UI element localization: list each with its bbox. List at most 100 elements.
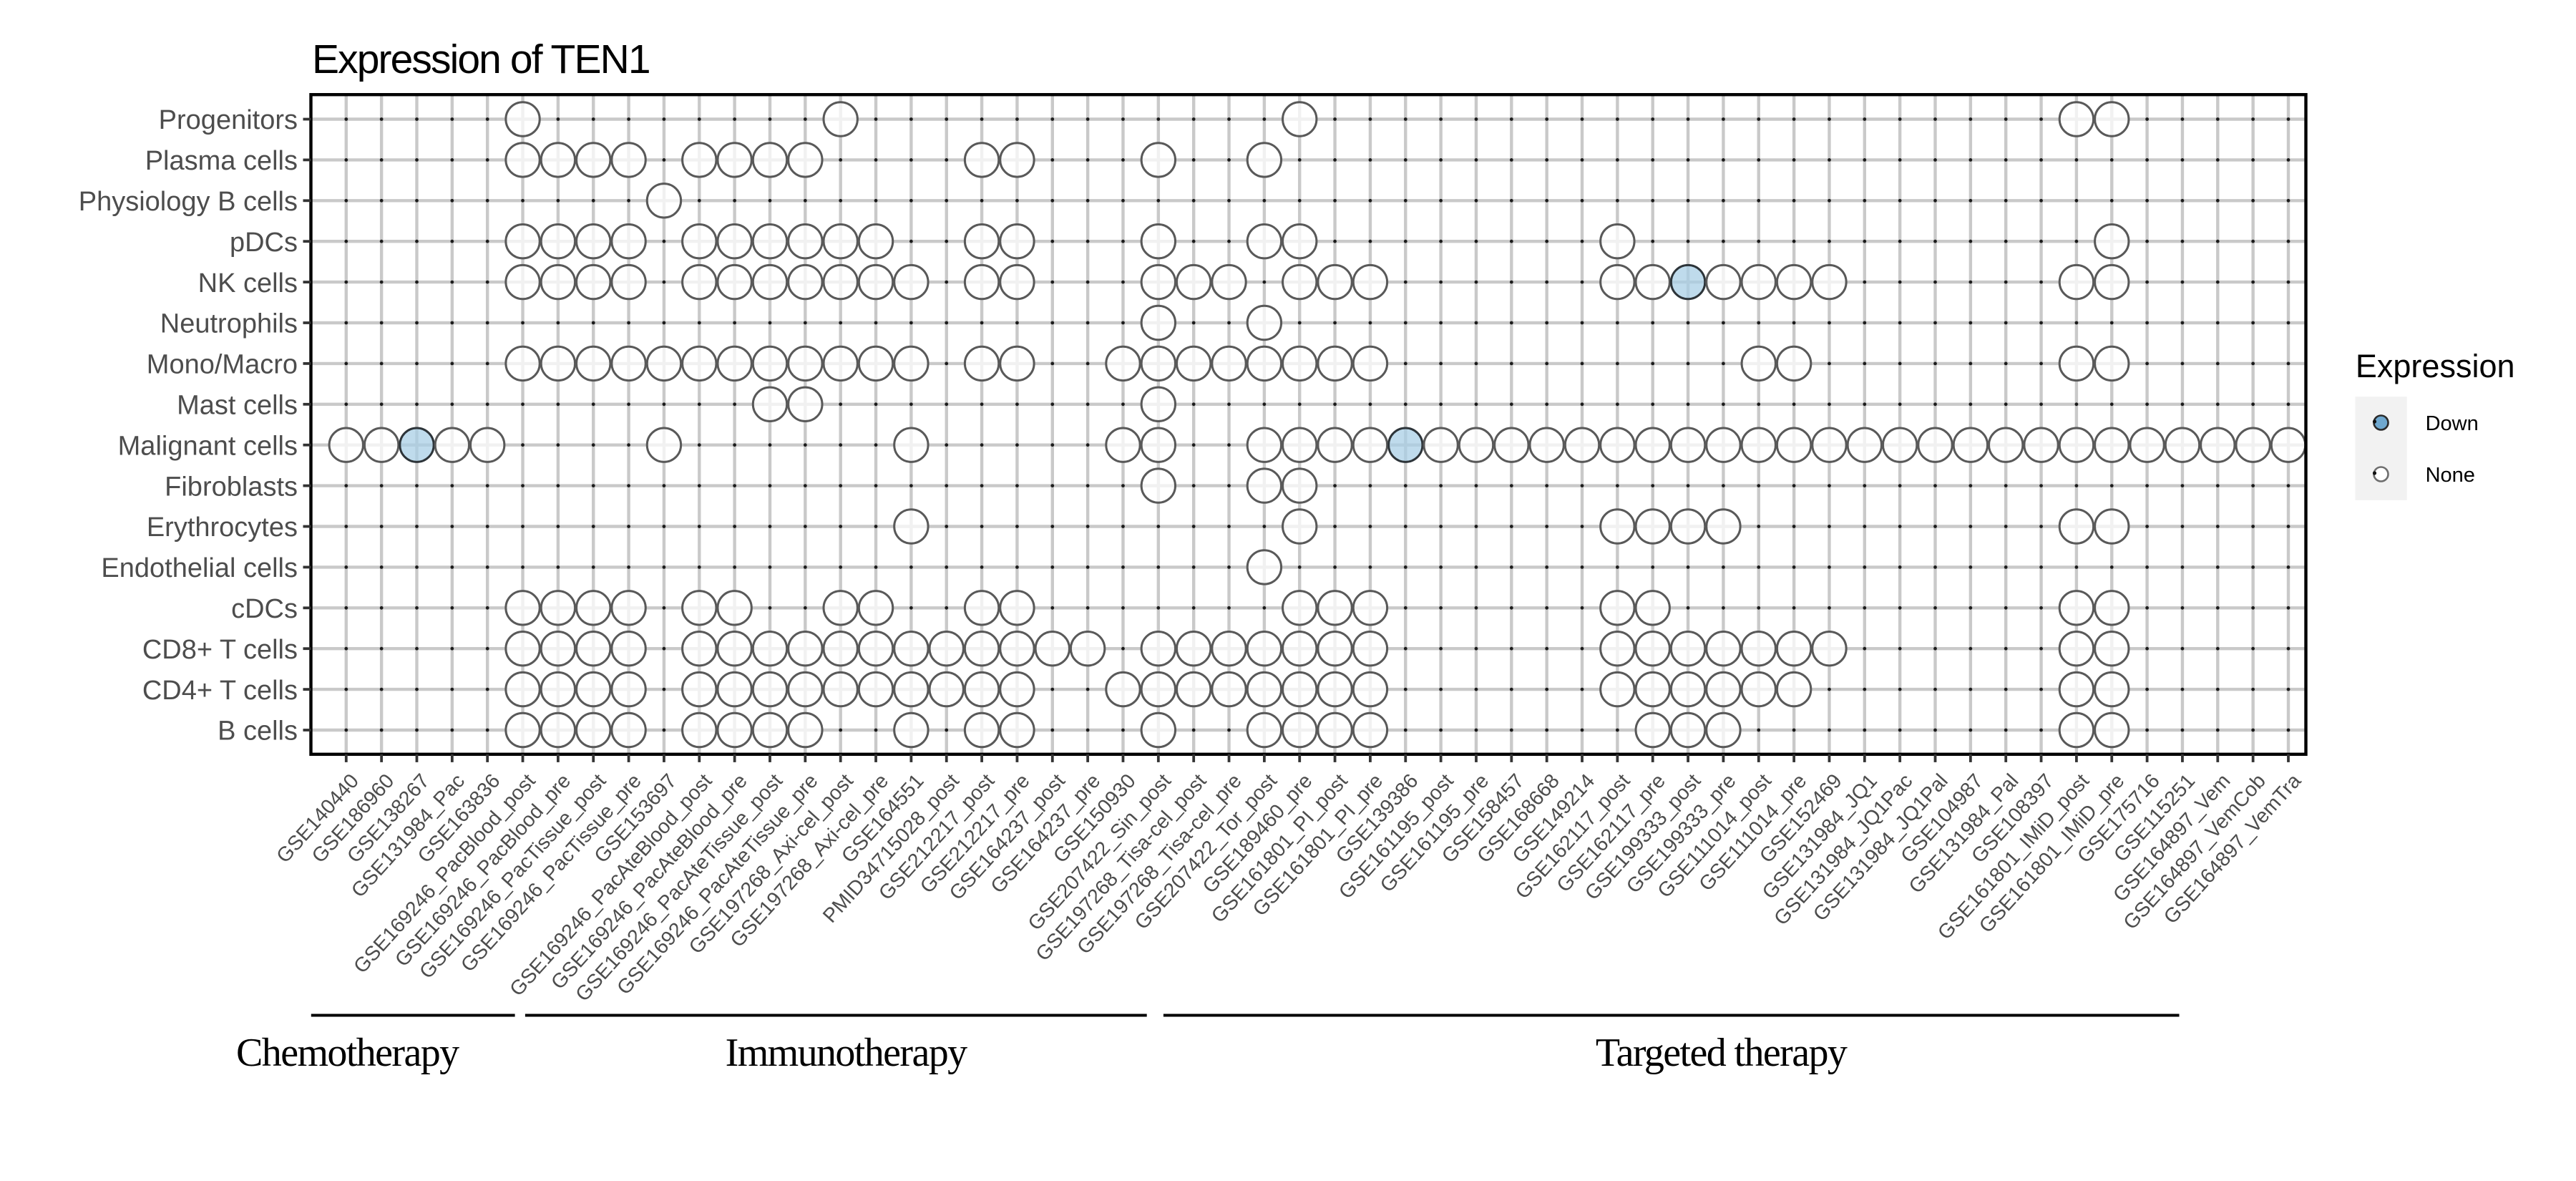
matrix-dot [1792,198,1796,203]
matrix-dot [1015,402,1019,407]
matrix-dot [627,321,630,325]
matrix-dot [1368,321,1372,325]
matrix-dot [2251,361,2255,366]
none-expression-circle [1775,263,1813,301]
none-expression-circle [893,427,930,463]
matrix-dot [1085,443,1090,447]
matrix-dot [2109,321,2114,325]
matrix-dot [2251,484,2255,487]
none-expression-circle [751,671,789,708]
matrix-dot [2251,646,2255,651]
matrix-dot [1333,158,1337,162]
matrix-dot [1792,402,1796,407]
none-expression-circle [645,427,683,463]
matrix-dot [2145,728,2149,732]
none-expression-circle [963,263,1000,301]
matrix-dot [2180,687,2185,691]
none-expression-circle [999,142,1035,178]
matrix-dot [415,239,419,243]
none-expression-circle [1669,711,1707,749]
none-expression-circle [1988,427,2024,463]
matrix-dot [2145,646,2149,651]
matrix-dot [839,198,843,203]
matrix-dot [2074,198,2079,203]
matrix-dot [485,606,489,610]
legend: Expression Down None [2355,348,2515,500]
matrix-dot [1050,158,1055,162]
none-expression-circle [540,590,577,626]
matrix-dot [980,565,984,569]
none-expression-circle [1705,631,1742,667]
none-expression-circle [575,223,612,260]
none-expression-circle [787,631,824,667]
none-expression-circle [1282,101,1318,137]
matrix-dot [1403,198,1407,203]
matrix-dot [2215,198,2220,203]
matrix-dot [1722,565,1725,569]
none-expression-circle [575,345,612,382]
none-expression-circle [822,345,859,382]
matrix-dot [1050,198,1055,203]
matrix-dot [1828,484,1831,487]
matrix-dot [733,565,737,569]
none-expression-circle [575,711,612,749]
matrix-dot [521,402,525,407]
matrix-dot [874,402,878,407]
matrix-dot [733,484,737,487]
matrix-dot [768,321,772,325]
none-expression-circle [1175,671,1212,708]
matrix-dot [1474,402,1478,407]
matrix-dot [697,321,701,325]
none-expression-circle [963,590,1000,626]
matrix-dot [344,687,348,691]
none-expression-circle [822,590,859,626]
none-expression-circle [716,142,753,178]
none-expression-circle [2094,508,2130,545]
matrix-dot [733,321,737,325]
none-expression-circle [1775,345,1813,382]
matrix-dot [450,728,454,732]
none-expression-circle [716,590,753,626]
none-expression-circle [1563,427,1601,463]
matrix-dot [1686,321,1690,325]
none-expression-circle [1317,631,1353,667]
matrix-dot [768,484,772,487]
axis-ticks [303,117,2290,762]
matrix-dot [874,484,878,487]
none-expression-circle [1669,508,1707,545]
matrix-dot [1509,484,1513,487]
matrix-dot [839,728,843,732]
matrix-dot [2039,646,2043,651]
matrix-dot [1863,646,1867,651]
none-expression-circle [1282,263,1318,301]
matrix-dot [450,646,454,651]
matrix-dot [1297,198,1302,203]
none-expression-circle [1917,427,1953,463]
none-expression-circle [963,711,1000,749]
none-expression-circle [1493,427,1530,463]
matrix-dot [1085,484,1090,487]
matrix-dot [1968,198,1973,203]
none-expression-circle [999,631,1035,667]
down-expression-circle [1669,263,1707,301]
matrix-dot [874,525,878,528]
matrix-dot [662,525,666,528]
none-expression-circle [1775,631,1813,667]
matrix-dot [1792,606,1796,610]
matrix-dot [2286,646,2290,651]
matrix-dot [874,565,878,569]
none-expression-circle [1423,427,1459,463]
matrix-dot [485,361,489,366]
matrix-dot [1686,198,1690,203]
matrix-dot [1509,525,1513,528]
none-expression-circle [787,223,824,260]
matrix-dot [1615,321,1619,325]
none-expression-circle [681,345,718,382]
matrix-dot [2004,280,2008,284]
matrix-dot [2074,484,2079,487]
matrix-dot [945,443,949,447]
none-expression-circle [1634,590,1671,626]
matrix-dot [2251,117,2255,121]
none-expression-circle [2058,590,2095,626]
matrix-dot [450,402,454,407]
